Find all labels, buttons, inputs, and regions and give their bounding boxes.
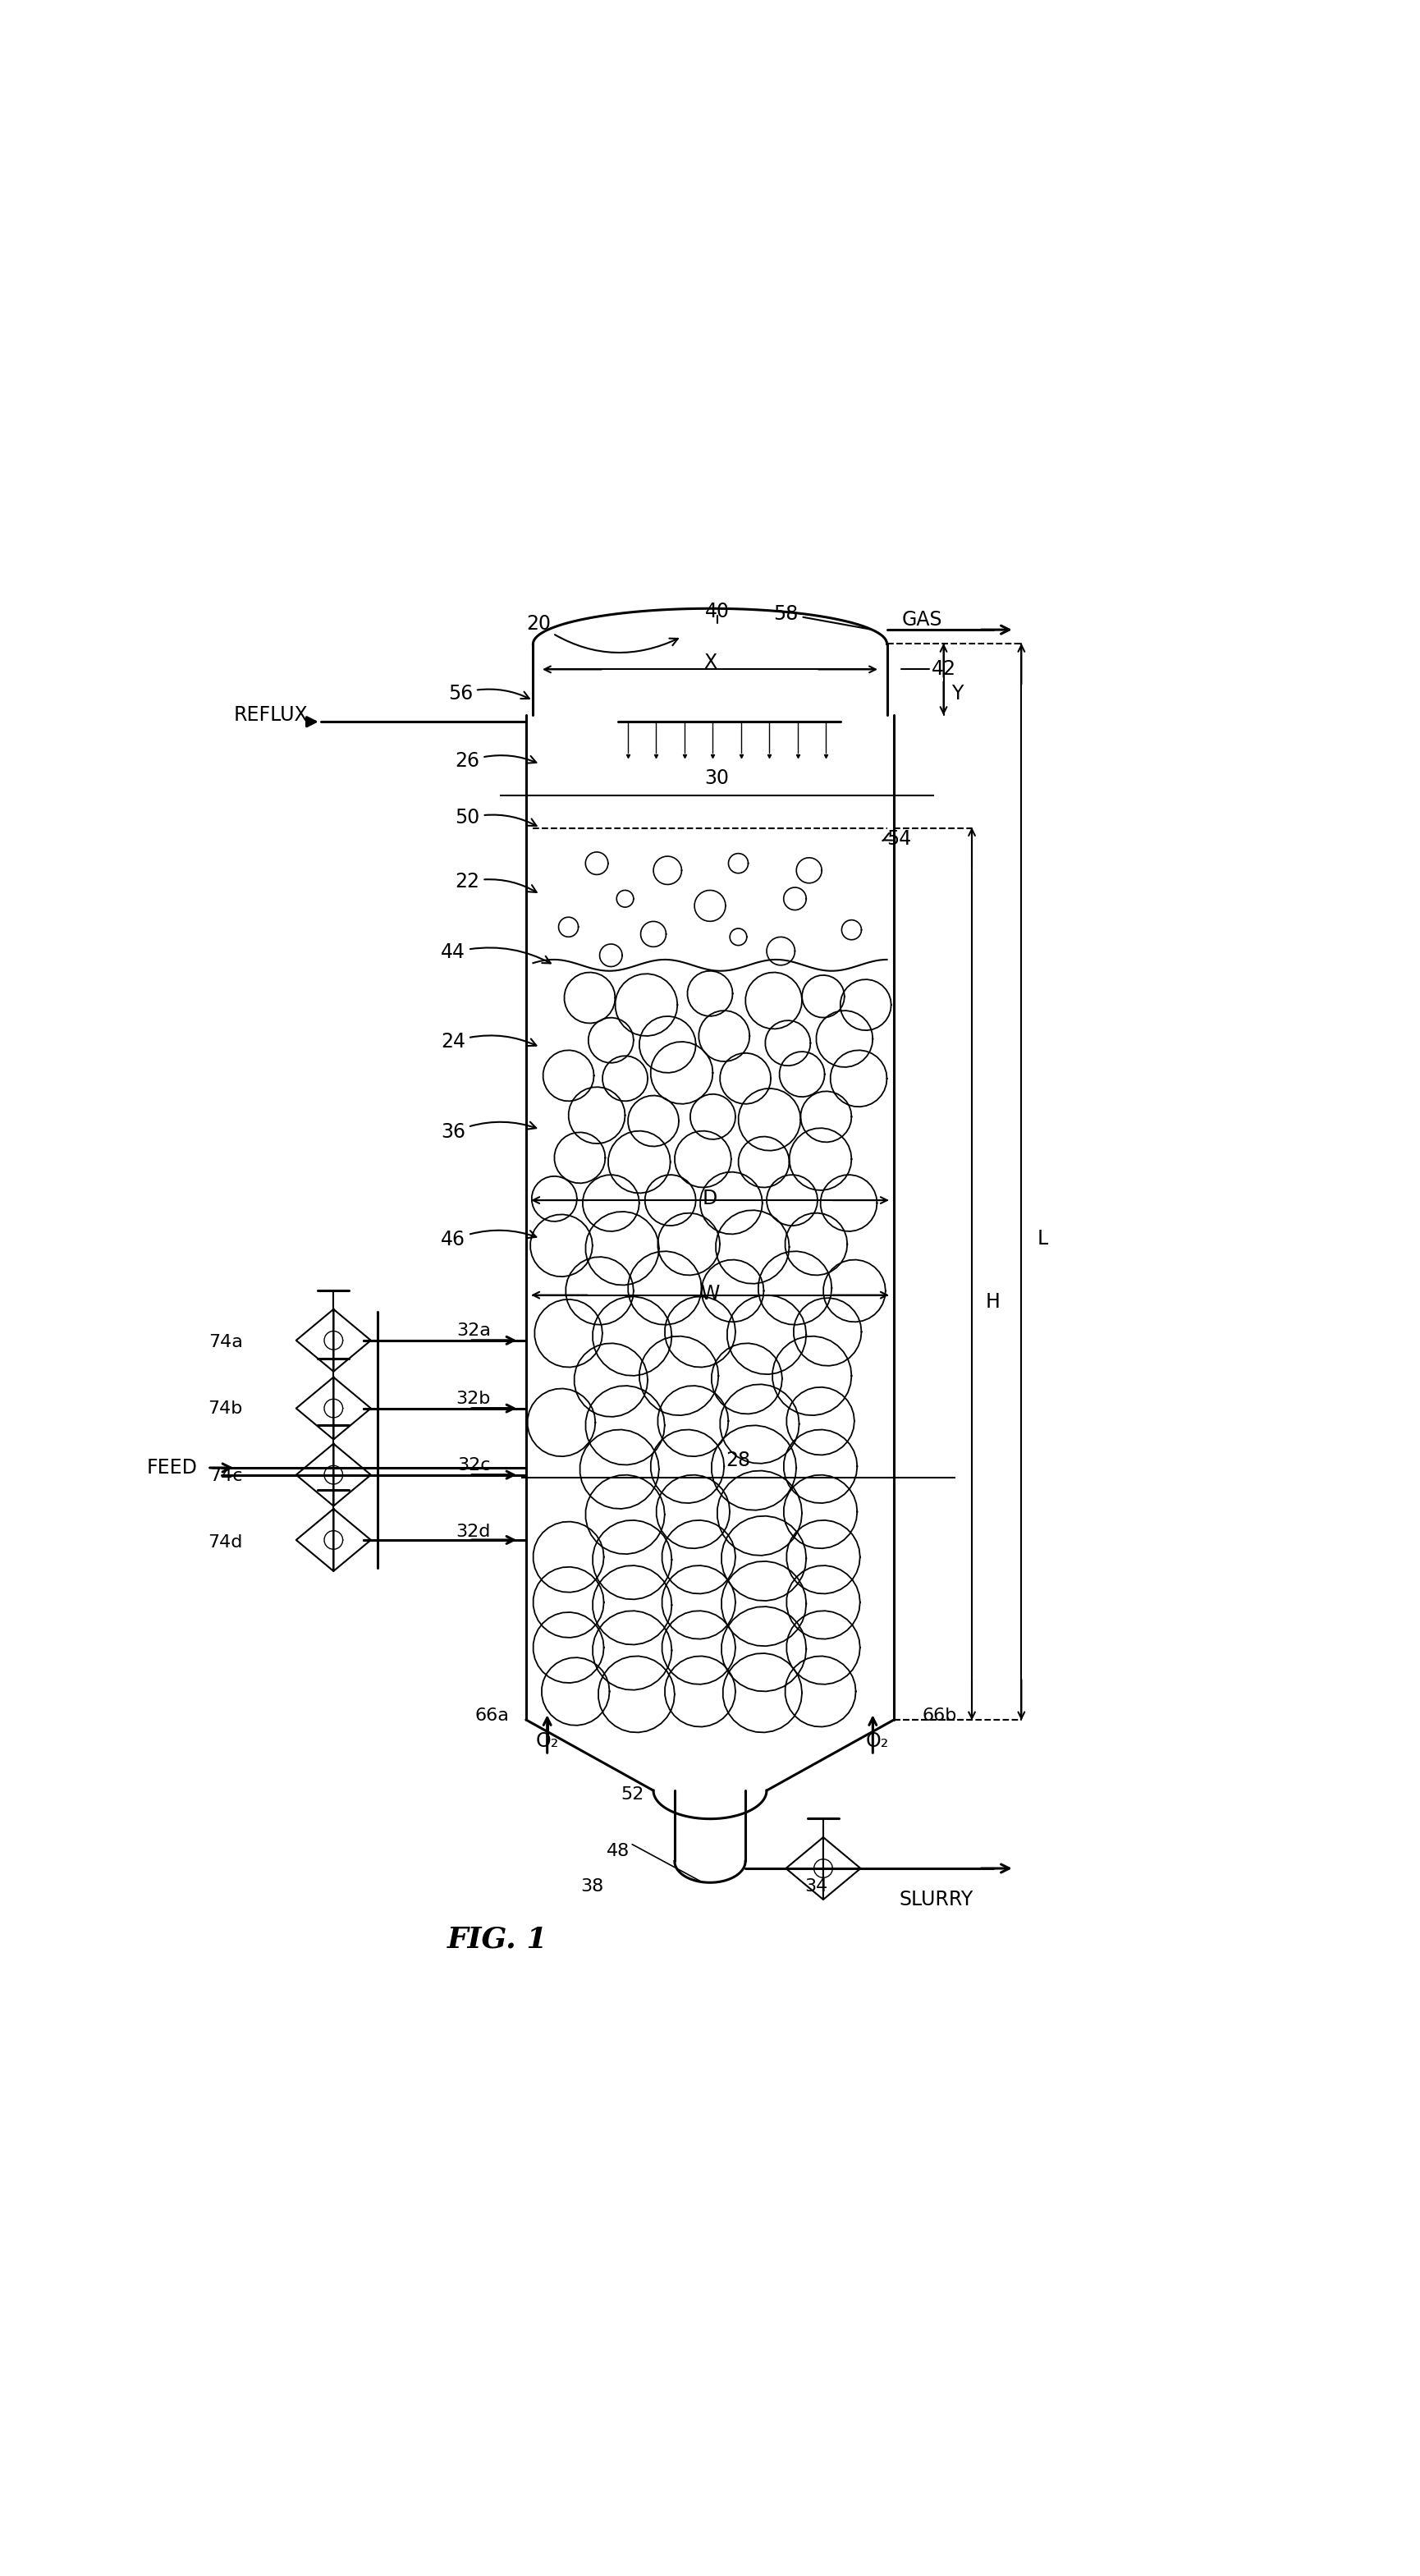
Text: 34: 34 [805,1878,828,1896]
Text: 74b: 74b [209,1401,243,1417]
Text: O₂: O₂ [535,1731,559,1752]
Text: 52: 52 [621,1788,643,1803]
Text: 74c: 74c [210,1468,243,1484]
Text: 44: 44 [442,943,551,963]
Text: FEED: FEED [146,1458,197,1479]
Text: 32c: 32c [457,1458,490,1473]
Text: 36: 36 [442,1123,537,1141]
Text: 56: 56 [449,683,530,703]
Text: 22: 22 [456,871,537,891]
Text: 32a: 32a [456,1321,490,1340]
Text: 20: 20 [525,613,677,652]
Text: 38: 38 [581,1878,604,1896]
Text: 66a: 66a [474,1708,508,1723]
Text: 50: 50 [456,809,537,827]
Text: W: W [700,1283,720,1303]
Text: L: L [1037,1229,1048,1249]
Text: Y: Y [951,683,964,703]
Text: 74d: 74d [209,1535,243,1551]
Text: 40: 40 [704,600,730,621]
Text: 30: 30 [704,768,730,788]
Text: 42: 42 [932,659,956,680]
Text: 48: 48 [606,1844,629,1860]
Text: 32d: 32d [456,1522,490,1540]
Text: 58: 58 [774,605,870,629]
Text: 26: 26 [456,752,537,770]
Text: REFLUX: REFLUX [234,706,308,724]
Text: 28: 28 [726,1450,751,1471]
Text: 74a: 74a [209,1334,243,1350]
Text: O₂: O₂ [865,1731,889,1752]
Text: 46: 46 [442,1229,537,1249]
Text: D: D [703,1190,717,1208]
Text: SLURRY: SLURRY [899,1891,974,1909]
Text: 54: 54 [882,829,912,850]
Text: GAS: GAS [902,611,943,629]
Text: X: X [703,652,717,672]
Text: H: H [985,1293,1001,1311]
Text: FIG. 1: FIG. 1 [447,1924,548,1953]
Text: 24: 24 [442,1033,537,1051]
Text: 32b: 32b [456,1391,490,1406]
Text: 66b: 66b [923,1708,957,1723]
